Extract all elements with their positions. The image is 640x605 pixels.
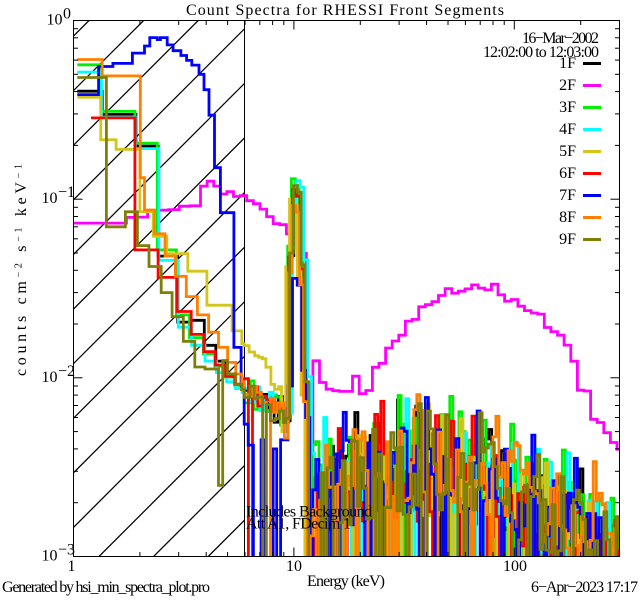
svg-text:7F: 7F xyxy=(559,187,576,204)
svg-text:0: 0 xyxy=(63,6,71,23)
svg-text:5F: 5F xyxy=(559,143,576,160)
svg-text:6−Apr−2023 17:17: 6−Apr−2023 17:17 xyxy=(531,579,638,596)
svg-text:3F: 3F xyxy=(559,99,576,116)
svg-text:9F: 9F xyxy=(559,231,576,248)
svg-text:10: 10 xyxy=(42,548,58,565)
svg-text:−2: −2 xyxy=(58,363,75,380)
svg-text:12:02:00 to 12:03:00: 12:02:00 to 12:03:00 xyxy=(483,44,599,61)
svg-text:Energy (keV): Energy (keV) xyxy=(307,573,385,590)
svg-text:8F: 8F xyxy=(559,209,576,226)
svg-text:Generated by hsi_min_spectra_p: Generated by hsi_min_spectra_plot.pro xyxy=(2,579,210,596)
svg-text:−1: −1 xyxy=(58,184,75,201)
svg-text:10: 10 xyxy=(286,558,302,575)
svg-text:10: 10 xyxy=(42,369,58,386)
svg-text:10: 10 xyxy=(42,190,58,207)
svg-text:6F: 6F xyxy=(559,165,576,182)
svg-text:1F: 1F xyxy=(559,55,576,72)
svg-text:−3: −3 xyxy=(58,542,75,559)
svg-text:4F: 4F xyxy=(559,121,576,138)
svg-text:2F: 2F xyxy=(559,77,576,94)
svg-text:10: 10 xyxy=(47,12,63,29)
svg-text:16−Mar−2002: 16−Mar−2002 xyxy=(522,30,599,47)
svg-text:Count Spectra for RHESSI Front: Count Spectra for RHESSI Front Segments xyxy=(186,2,504,19)
svg-text:1: 1 xyxy=(68,558,76,575)
svg-text:Att A1, FDecim 1: Att A1, FDecim 1 xyxy=(246,516,351,533)
svg-text:100: 100 xyxy=(503,558,527,575)
svg-text:Includes Background: Includes Background xyxy=(246,504,372,521)
